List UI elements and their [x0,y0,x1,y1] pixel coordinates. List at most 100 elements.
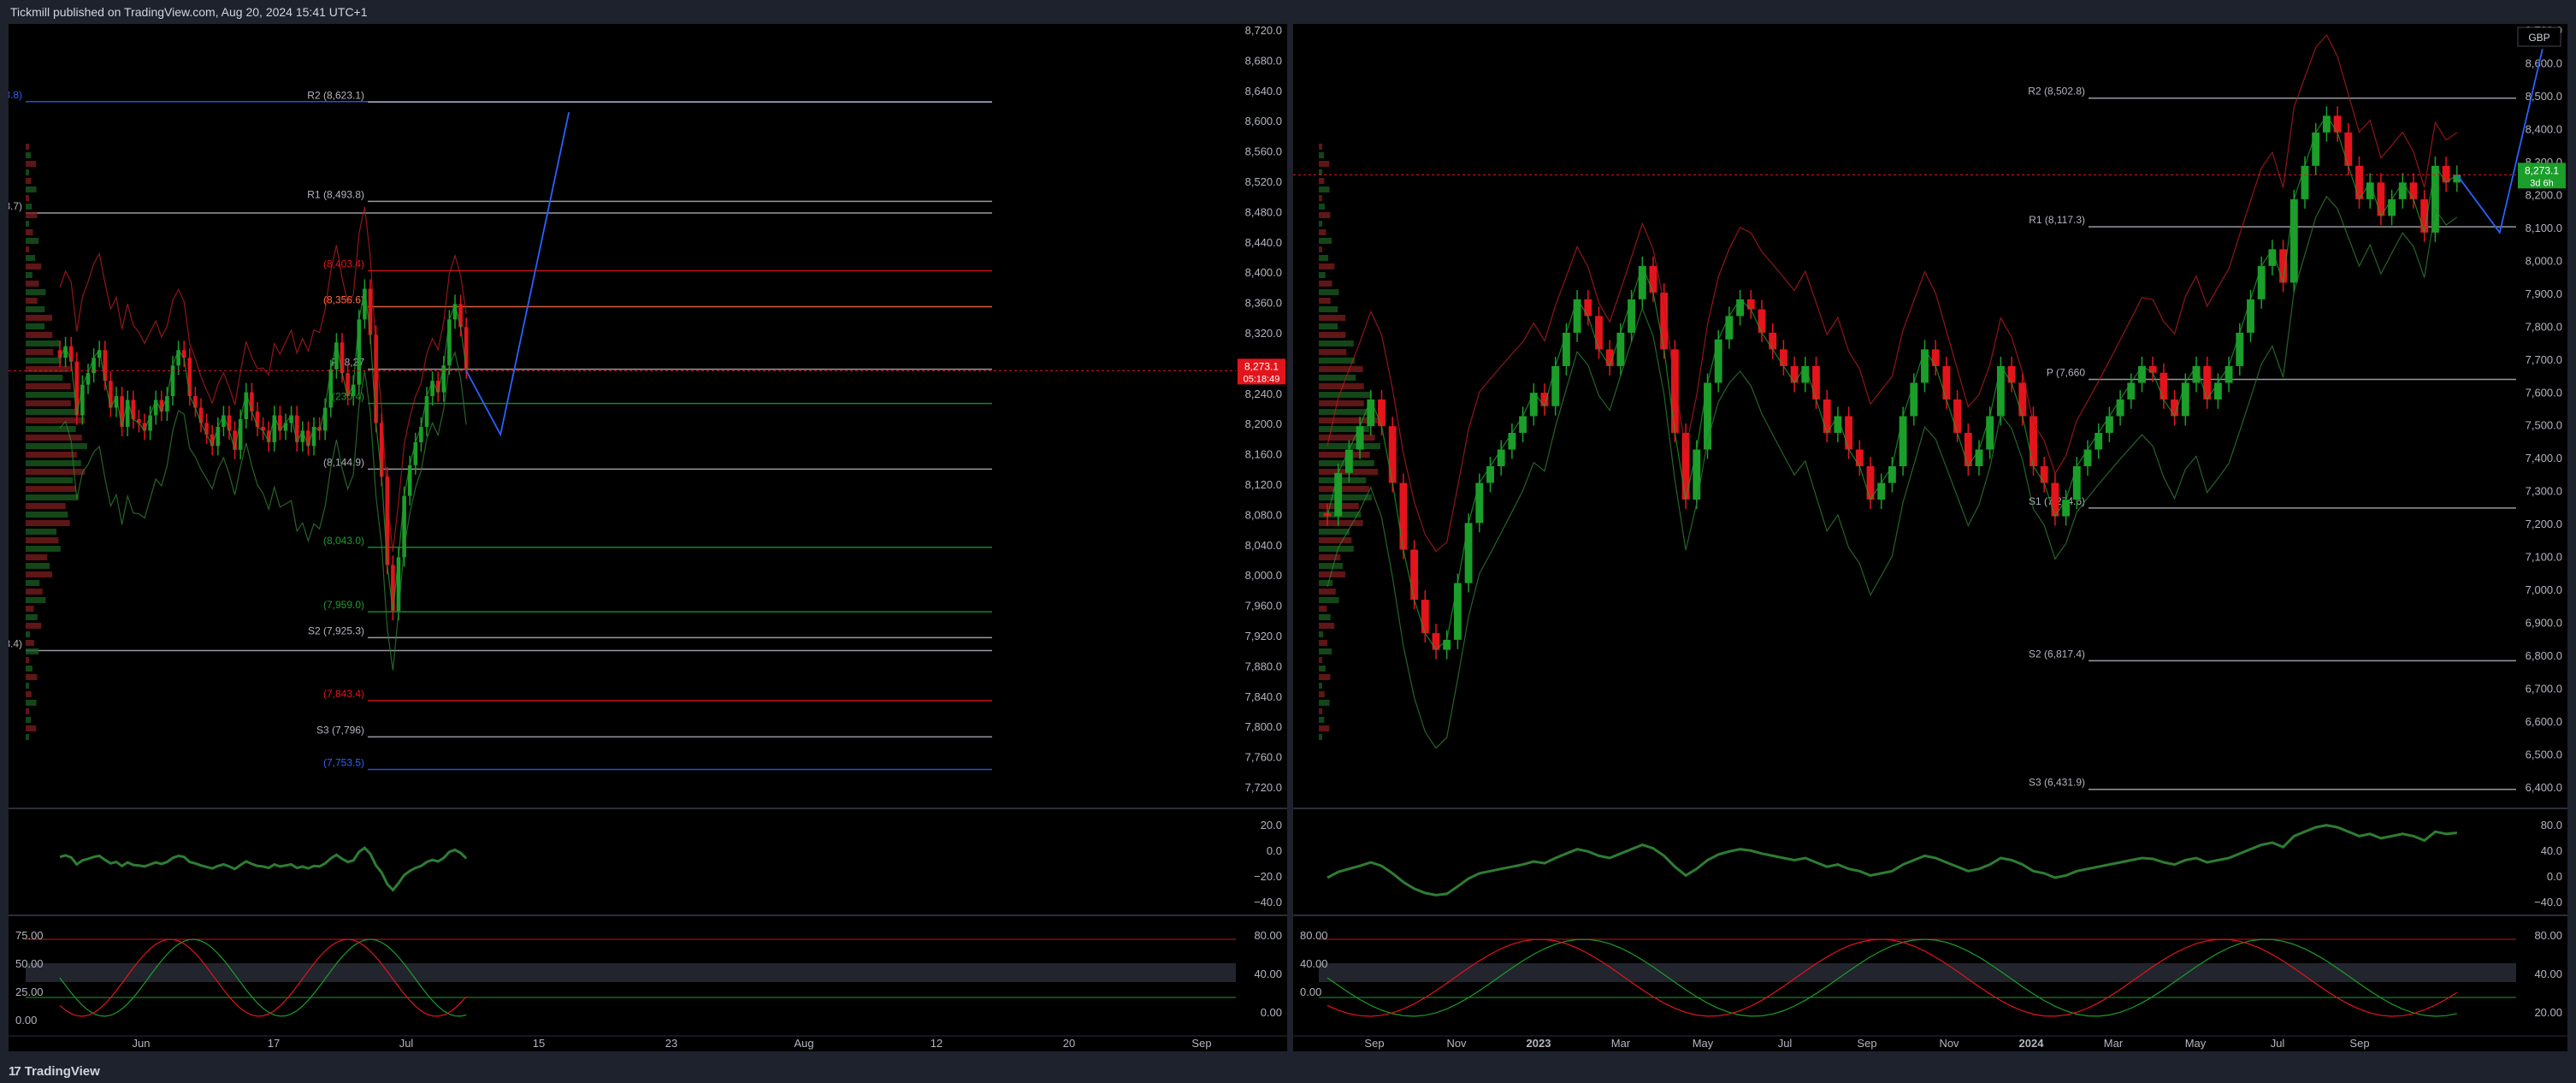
pivot-level-label: S3 (7,796) [316,724,364,736]
y-tick-label: 8,120.0 [1245,478,1282,491]
volume-profile-bar [26,520,70,526]
candle-body [2289,198,2298,283]
y-tick-label: 6,500.0 [2526,749,2562,761]
lower-band-line [1326,195,2458,749]
volume-profile-bar [1319,392,1372,398]
volume-profile-bar [1319,400,1364,406]
y-tick-label: 8,160.0 [1245,448,1282,461]
candle-body [2171,399,2179,417]
candle-body [2322,115,2331,133]
volume-profile-bar [1319,486,1369,492]
candle-body [2213,382,2222,399]
candle-body [1367,399,1375,427]
candle-body [283,423,288,431]
candle-body [1910,382,1918,417]
candle-body [1584,299,1592,317]
volume-profile-bar [1319,657,1322,663]
candle-body [458,304,463,328]
y-tick-label: 8,500.0 [2526,90,2562,103]
candle-body [198,407,204,423]
weekly-chart-panel[interactable]: 8,700.08,600.08,500.08,400.08,300.08,200… [1293,24,2567,1051]
y-tick-label: 6,400.0 [2526,781,2562,794]
oscillator-tick-label: 40.0 [2541,844,2562,857]
x-tick-label: Sep [1857,1037,1876,1050]
volume-profile-bar [1319,435,1375,441]
volume-profile-bar [26,606,34,612]
candle-body [2040,466,2048,483]
stochastic-line [59,938,467,1017]
candle-body [447,319,452,366]
upper-band-line [59,206,467,553]
volume-profile-bar [26,683,29,689]
candle-body [1779,349,1787,366]
currency-box [2517,27,2561,47]
candle-body [142,423,147,431]
volume-profile-bar [26,340,61,346]
volume-profile-bar [1319,409,1372,415]
candle-body [1921,349,1929,383]
daily-chart-panel[interactable]: 8,720.0 8,680.0 8,640.0 8,600.0 8,560.0 8,520… [9,24,1287,1051]
volume-profile-bar [26,614,38,620]
tradingview-logo[interactable]: 17 TradingView [9,1064,100,1079]
stochastic-line [59,938,467,1017]
volume-profile-bar [26,640,35,646]
x-tick-label: Mar [2104,1037,2124,1050]
candle-body [452,304,458,320]
y-tick-label: 7,200.0 [2526,518,2562,530]
tv-logo-icon: 17 [9,1064,21,1079]
candle-body [233,430,237,450]
y-tick-label: 7,840.0 [1245,690,1282,703]
candle-body [114,396,119,408]
weekly-chart-svg[interactable]: 8,700.08,600.08,500.08,400.08,300.08,200… [1293,24,2567,1051]
volume-profile-bar [1319,169,1322,175]
volume-profile-bar [1319,477,1367,483]
publisher-text: Tickmill published on TradingView.com, A… [10,5,368,19]
volume-profile-bar [26,708,29,714]
volume-profile-bar [1319,144,1322,150]
volume-profile-bar [26,666,32,672]
volume-profile-bar [1319,298,1331,304]
volume-profile-bar [26,229,33,235]
countdown-text: 3d 6h [2530,178,2554,188]
candle-body [1551,365,1560,406]
volume-profile-bar [1319,186,1330,192]
volume-profile-bar [26,289,46,295]
x-tick-label: Nov [1939,1037,1959,1050]
daily-chart-svg[interactable]: 8,720.0 8,680.0 8,640.0 8,600.0 8,560.0 8,520… [9,24,1287,1051]
stochastic-tick-label: 50.00 [15,957,44,970]
moving-average-line [1326,115,2458,651]
volume-profile-bar [1319,452,1370,458]
volume-profile-bar [26,417,86,423]
candle-body [1704,382,1711,450]
y-tick-label: 6,600.0 [2526,715,2562,728]
candle-body [2236,332,2244,366]
candle-body [137,418,141,423]
candle-body [1953,399,1962,433]
volume-profile-bar [1319,734,1322,740]
volume-profile-bar [1319,221,1322,227]
candle-body [1519,416,1527,433]
candle-body [1628,299,1636,333]
candle-body [2279,249,2288,283]
candle-body [2388,198,2396,216]
volume-profile-bar [1319,315,1346,321]
y-tick-label: 8,200.0 [2526,188,2562,201]
volume-profile-bar [26,529,57,535]
y-tick-label: 8,720.0 [1245,24,1282,37]
volume-profile-bar [26,152,32,158]
candle-body [1421,600,1429,634]
candle-body [1660,293,1669,350]
candle-body [374,334,378,423]
stochastic-tick-label: 0.00 [1300,985,1321,998]
candle-body [1562,332,1570,366]
volume-profile-bar [1319,614,1331,620]
volume-profile-bar [1319,589,1336,595]
pivot-level-label: R1 (8,117.3) [2029,214,2085,226]
candle-body [1540,393,1549,406]
volume-profile-bar [26,409,79,415]
candle-body [1866,466,1875,500]
candle-body [1986,416,1994,450]
candle-body [1855,449,1864,467]
candle-body [1616,332,1625,366]
volume-profile-bar [1319,640,1328,646]
